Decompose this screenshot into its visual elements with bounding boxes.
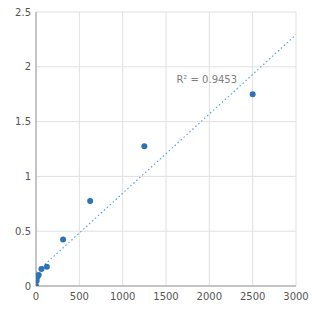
- scatter-point: [44, 264, 50, 270]
- grid-line-y: [36, 286, 296, 287]
- grid-line-x: [209, 12, 210, 286]
- scatter-point: [60, 236, 66, 242]
- annotation: R² = 0.9453: [176, 74, 237, 85]
- grid-line-x: [166, 12, 167, 286]
- x-tick-label: 1500: [153, 291, 178, 302]
- scatter-point: [38, 266, 44, 272]
- scatter-point: [36, 272, 42, 278]
- trend-line: [36, 35, 296, 273]
- grid: [36, 12, 296, 286]
- scatter-point: [87, 198, 93, 204]
- y-axis-line: [36, 12, 37, 286]
- axes: 0 500 1000 1500 2000 2500 3000 0 0.5 1 1.5 2 2.5: [15, 7, 309, 303]
- y-tick-label: 0.5: [15, 226, 31, 237]
- grid-line-y: [36, 12, 296, 13]
- y-tick-label: 1.5: [15, 116, 31, 127]
- grid-line-x: [122, 12, 123, 286]
- grid-line-x: [79, 12, 80, 286]
- x-tick-label: 0: [33, 291, 39, 302]
- marks: [36, 35, 296, 286]
- y-tick-label: 0: [25, 281, 31, 292]
- grid-line-x: [296, 12, 297, 286]
- chart: 0 500 1000 1500 2000 2500 3000 0 0.5 1 1.5 2 2.5 R² =…: [0, 0, 312, 312]
- scatter-point: [141, 143, 147, 149]
- x-tick-label: 1000: [110, 291, 135, 302]
- grid-line-x: [252, 12, 253, 286]
- scatter-point: [250, 91, 256, 97]
- y-tick-label: 2: [25, 61, 31, 72]
- grid-line-y: [36, 66, 296, 67]
- annotations: R² = 0.9453: [176, 74, 237, 85]
- grid-line-y: [36, 176, 296, 177]
- y-tick-label: 2.5: [15, 7, 31, 18]
- grid-line-y: [36, 121, 296, 122]
- x-tick-label: 2500: [240, 291, 265, 302]
- x-axis-line: [36, 286, 296, 287]
- x-tick-label: 3000: [283, 291, 308, 302]
- grid-line-y: [36, 231, 296, 232]
- x-tick-label: 500: [70, 291, 89, 302]
- grid-line-x: [36, 12, 37, 286]
- y-tick-label: 1: [25, 171, 31, 182]
- x-tick-label: 2000: [197, 291, 222, 302]
